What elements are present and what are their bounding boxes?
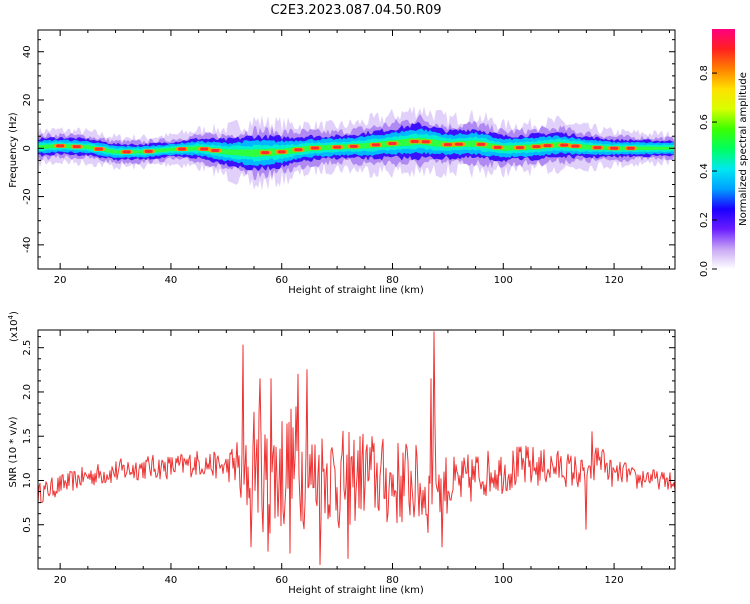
- spectrogram-xtick-label: 80: [386, 275, 399, 286]
- heat-peak-marker: [410, 140, 419, 144]
- heat-peak-marker: [571, 144, 580, 148]
- snr-xtick-label: 20: [54, 575, 67, 586]
- figure-title: C2E3.2023.087.04.50.R09: [270, 3, 441, 18]
- heat-peak-marker: [610, 146, 619, 150]
- spectrogram-ylabel: Frequency (Hz): [8, 112, 19, 188]
- heat-peak-marker: [310, 146, 319, 150]
- snr-xtick-label: 60: [275, 575, 288, 586]
- snr-panel: 20 40 60 80 100 120 0.5 1.0 1.5 2.0 2.5 Height of …: [7, 311, 676, 596]
- spectrogram-ticks: 20 40 60 80 100 120 -40 -20 0 20 40: [22, 30, 675, 286]
- spectrogram-heatmap: [38, 105, 674, 191]
- heat-peak-marker: [532, 145, 541, 149]
- snr-scale-prefix: (x10: [9, 319, 20, 342]
- heat-peak-marker: [178, 147, 187, 151]
- spectrogram-xlabel: Height of straight line (km): [288, 285, 424, 296]
- heat-peak-marker: [421, 140, 430, 144]
- spectrogram-ytick-label: 20: [22, 94, 33, 107]
- heat-peak-marker: [122, 150, 131, 154]
- spectrogram-panel: 20 40 60 80 100 120 -40 -20 0 20 40 Height of stra…: [8, 29, 676, 296]
- snr-ylabel: SNR (10 * v/v): [8, 416, 19, 487]
- heat-peak-marker: [144, 149, 153, 153]
- snr-ytick-label: 1.5: [22, 428, 33, 444]
- colorbar-label: Normalized spectral amplitude: [738, 72, 749, 226]
- spectrogram-xtick-label: 20: [54, 275, 67, 286]
- spectrogram-xtick-label: 60: [275, 275, 288, 286]
- spectrogram-frame: [37, 29, 676, 270]
- colorbar: 0.0 0.2 0.4 0.6 0.8 Normalized spectral ampl…: [699, 29, 749, 277]
- heat-peak-marker: [294, 148, 303, 152]
- heat-peak-marker: [200, 147, 209, 151]
- heat-peak-marker: [543, 144, 552, 148]
- spectrogram-xtick-label: 40: [165, 275, 178, 286]
- heat-peak-marker: [371, 143, 380, 147]
- snr-xtick-label: 100: [494, 575, 513, 586]
- colorbar-tick-label: 0.4: [699, 163, 710, 179]
- heat-peak-marker: [277, 150, 286, 154]
- heat-peak-marker: [477, 142, 486, 146]
- heat-peak-marker: [333, 145, 342, 149]
- snr-ytick-label: 2.5: [22, 340, 33, 356]
- spectrogram-xtick-label: 120: [605, 275, 624, 286]
- colorbar-ticks: 0.0 0.2 0.4 0.6 0.8: [699, 65, 717, 277]
- colorbar-gradient: [712, 29, 735, 269]
- snr-xlabel: Height of straight line (km): [288, 585, 424, 596]
- spectrogram-ytick-label: -40: [22, 237, 33, 253]
- heat-peak-marker: [211, 148, 220, 152]
- heat-peak-marker: [56, 144, 65, 148]
- snr-scale-label: (x104): [7, 311, 20, 342]
- heat-peak-marker: [349, 144, 358, 148]
- snr-frame: [37, 329, 676, 570]
- spectrogram-ytick-label: 0: [22, 145, 33, 151]
- snr-ytick-label: 1.0: [22, 473, 33, 489]
- snr-scale-close: ): [9, 311, 20, 315]
- snr-xtick-label: 120: [605, 575, 624, 586]
- heat-peak-marker: [454, 142, 463, 146]
- heat-peak-marker: [560, 143, 569, 147]
- heat-peak-marker: [443, 143, 452, 147]
- heat-peak-marker: [593, 146, 602, 150]
- colorbar-tick-label: 0.0: [699, 261, 710, 277]
- snr-ytick-label: 0.5: [22, 517, 33, 533]
- colorbar-tick-label: 0.6: [699, 114, 710, 130]
- heat-peak-marker: [388, 141, 397, 145]
- spectrogram-ytick-label: -20: [22, 188, 33, 204]
- snr-series-line: [38, 331, 675, 566]
- snr-ticks: 20 40 60 80 100 120 0.5 1.0 1.5 2.0 2.5: [22, 330, 675, 586]
- heat-peak-marker: [515, 146, 524, 150]
- spectrogram-xtick-label: 100: [494, 275, 513, 286]
- snr-xtick-label: 80: [386, 575, 399, 586]
- snr-ytick-label: 2.0: [22, 384, 33, 400]
- colorbar-tick-label: 0.8: [699, 65, 710, 81]
- heat-peak-marker: [72, 145, 81, 149]
- spectrogram-ytick-label: 40: [22, 45, 33, 58]
- snr-scale-exponent: 4: [7, 314, 15, 319]
- svg-text:(x104): (x104): [7, 311, 20, 342]
- snr-xtick-label: 40: [165, 575, 178, 586]
- colorbar-tick-label: 0.2: [699, 212, 710, 228]
- heat-peak-marker: [493, 145, 502, 149]
- heat-peak-marker: [94, 147, 103, 151]
- heat-peak-marker: [261, 151, 270, 155]
- heat-peak-marker: [626, 146, 635, 150]
